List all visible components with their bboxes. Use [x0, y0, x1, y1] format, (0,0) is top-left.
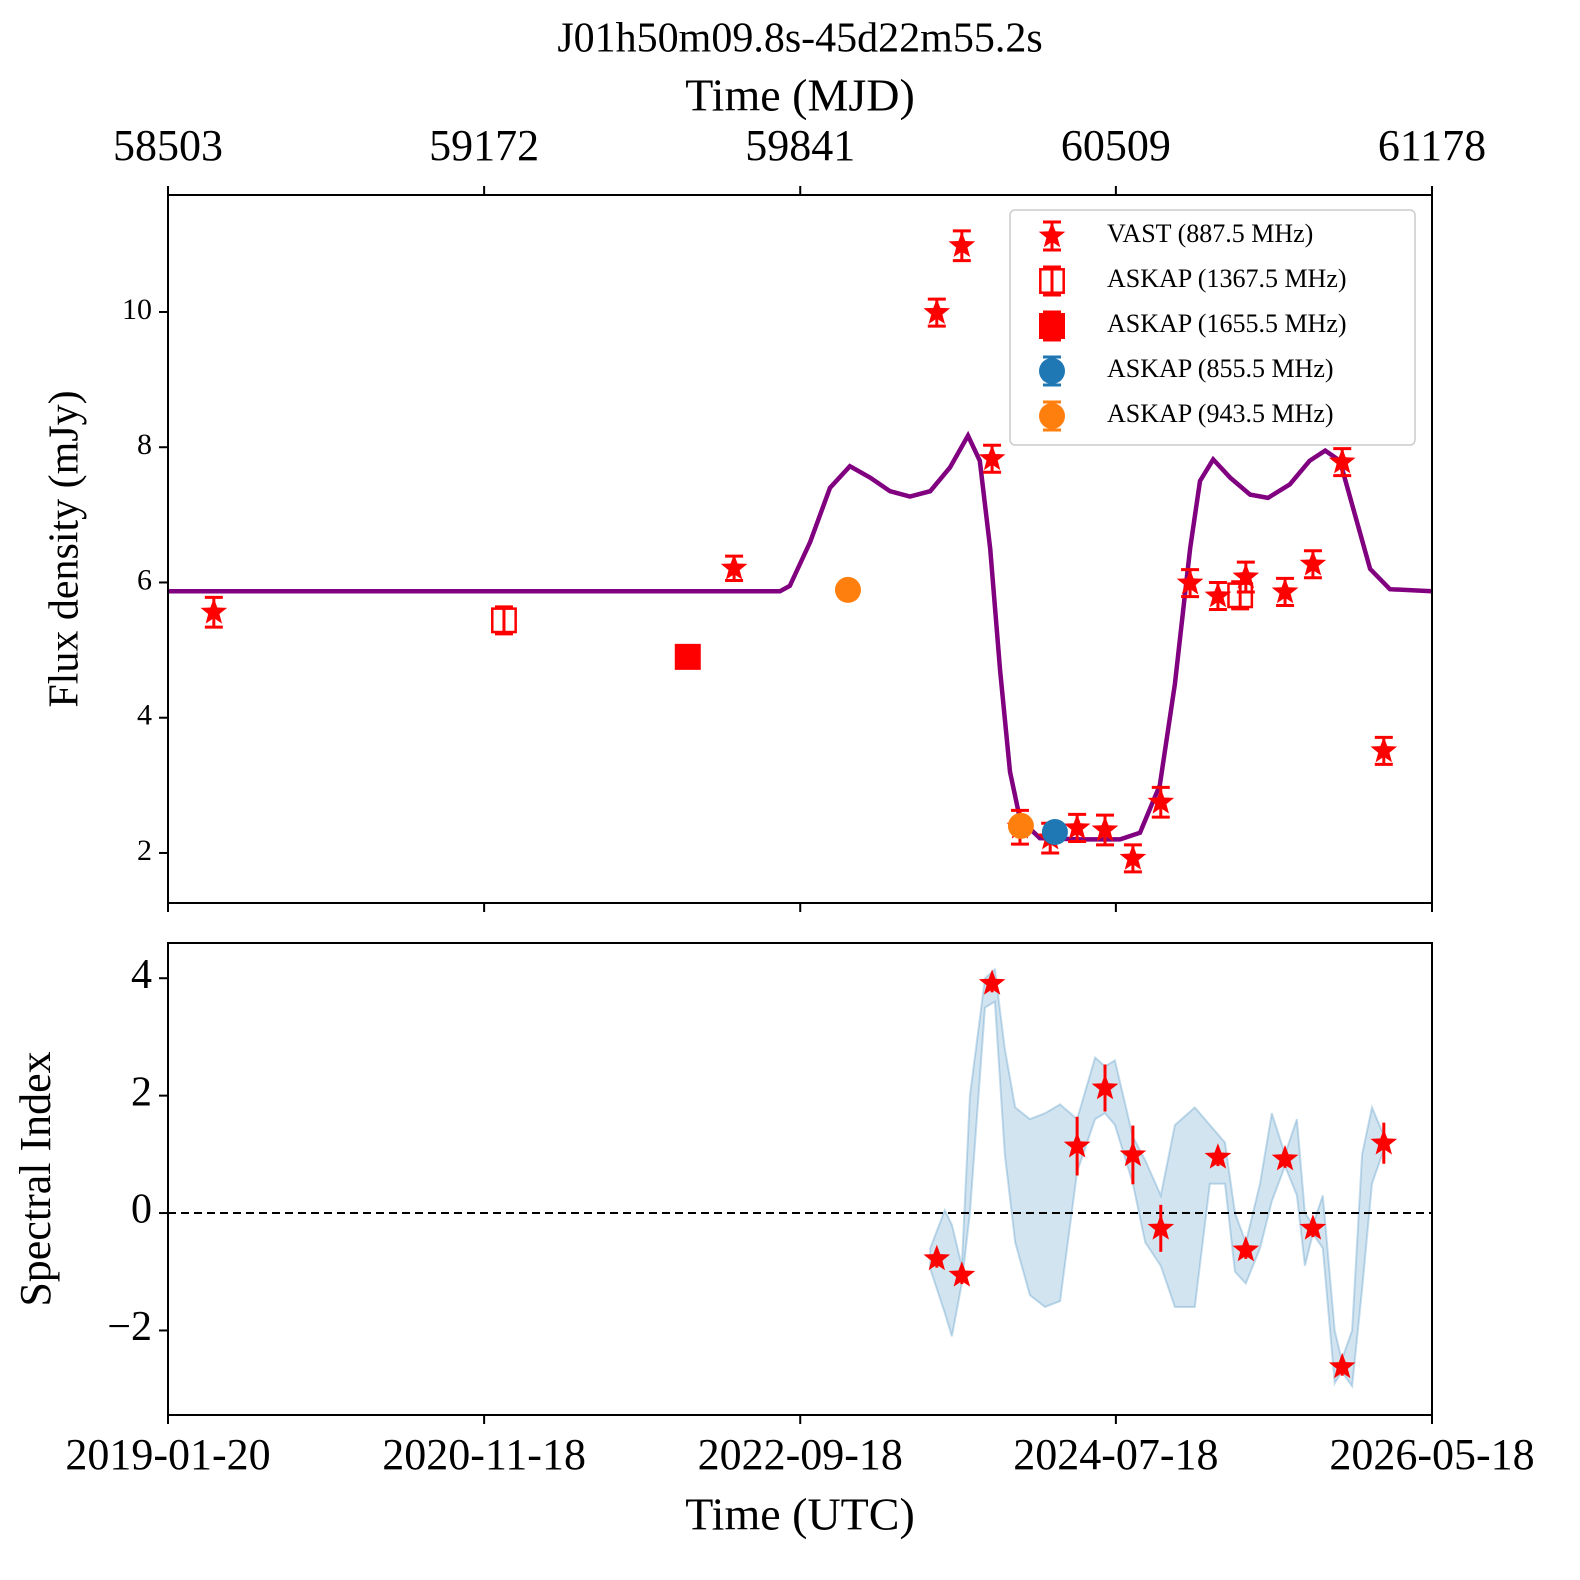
y-axis-label: Flux density (mJy): [42, 390, 88, 707]
star-marker: [1063, 1132, 1091, 1158]
x-tick-label: 60509: [1061, 121, 1171, 170]
model-line: [168, 430, 1432, 842]
legend: VAST (887.5 MHz) ASKAP (1367.5 MHz) ASKAP …: [1009, 209, 1416, 446]
legend-marker: [1039, 403, 1065, 429]
star-marker: [923, 298, 951, 324]
circle-marker: [1041, 818, 1068, 845]
legend-label: VAST (887.5 MHz): [1107, 219, 1313, 248]
x-tick-label: 59172: [429, 121, 539, 170]
y-tick-label: 0: [131, 1187, 152, 1233]
y-tick-label: 6: [137, 563, 152, 596]
legend-label: ASKAP (1655.5 MHz): [1107, 309, 1347, 338]
star-marker: [1119, 1140, 1147, 1167]
x-tick-label: 2020-11-18: [382, 1430, 586, 1479]
star-marker: [978, 444, 1006, 471]
legend-marker: [1038, 222, 1066, 248]
star-marker: [720, 554, 748, 580]
legend-marker: [1039, 358, 1065, 384]
star-marker: [1299, 550, 1327, 576]
legend-label: ASKAP (855.5 MHz): [1107, 354, 1334, 383]
circle-marker: [1007, 812, 1034, 839]
star-marker: [1204, 1143, 1232, 1169]
x-tick-label: 2022-09-18: [698, 1430, 903, 1479]
star-marker: [1091, 1074, 1119, 1100]
x-axis-label: Time (UTC): [685, 1489, 915, 1540]
star-marker: [1091, 816, 1119, 842]
y-tick-label: 4: [131, 952, 152, 998]
x-tick-label: 2026-05-18: [1329, 1430, 1534, 1479]
star-marker: [1328, 1352, 1356, 1379]
y-tick-label: −2: [107, 1304, 152, 1350]
x-tick-label: 2024-07-18: [1013, 1430, 1218, 1479]
star-marker: [1271, 1145, 1299, 1171]
star-marker: [1271, 577, 1299, 604]
star-marker: [923, 1244, 951, 1271]
star-marker: [200, 598, 228, 624]
x-axis-label: Time (MJD): [685, 70, 915, 121]
star-marker: [1328, 448, 1356, 474]
star-marker: [1299, 1214, 1327, 1240]
star-marker: [948, 1261, 976, 1287]
panel: 2 4 6 8 10 58503 59172 59841 60509 61178 Time (MJD…: [42, 16, 1486, 912]
star-marker: [978, 969, 1006, 995]
star-marker: [1370, 736, 1398, 763]
star-marker: [1147, 788, 1175, 814]
star-marker: [948, 231, 976, 257]
star-marker: [1147, 1214, 1175, 1240]
legend-label: ASKAP (943.5 MHz): [1107, 399, 1334, 428]
star-marker: [1370, 1129, 1398, 1155]
panel: −2 0 2 4 2019-01-20 2020-11-18 2022-09-18 2024-…: [11, 942, 1535, 1540]
legend-label: ASKAP (1367.5 MHz): [1107, 264, 1347, 293]
square-marker: [674, 643, 701, 670]
x-tick-label: 58503: [113, 121, 223, 170]
y-axis-label: Spectral Index: [11, 1051, 60, 1306]
star-marker: [1063, 813, 1091, 840]
star-marker: [1204, 582, 1232, 608]
star-marker: [1232, 563, 1260, 589]
legend-box: [1009, 209, 1416, 446]
star-marker: [1176, 569, 1204, 595]
open-square-marker: [491, 607, 517, 634]
y-tick-label: 8: [137, 428, 152, 461]
circle-marker: [834, 576, 861, 603]
y-tick-label: 4: [137, 699, 152, 732]
chart-title: J01h50m09.8s-45d22m55.2s: [557, 16, 1042, 62]
x-tick-label: 2019-01-20: [65, 1430, 270, 1479]
legend-marker: [1039, 268, 1065, 294]
open-square-marker: [1227, 582, 1254, 609]
x-tick-label: 61178: [1378, 121, 1486, 170]
star-marker: [1232, 1236, 1260, 1262]
y-tick-label: 10: [122, 293, 152, 326]
star-marker: [1119, 844, 1147, 870]
y-tick-label: 2: [137, 834, 152, 867]
legend-marker: [1039, 313, 1065, 339]
y-tick-label: 2: [131, 1069, 152, 1115]
x-tick-label: 59841: [745, 121, 855, 170]
